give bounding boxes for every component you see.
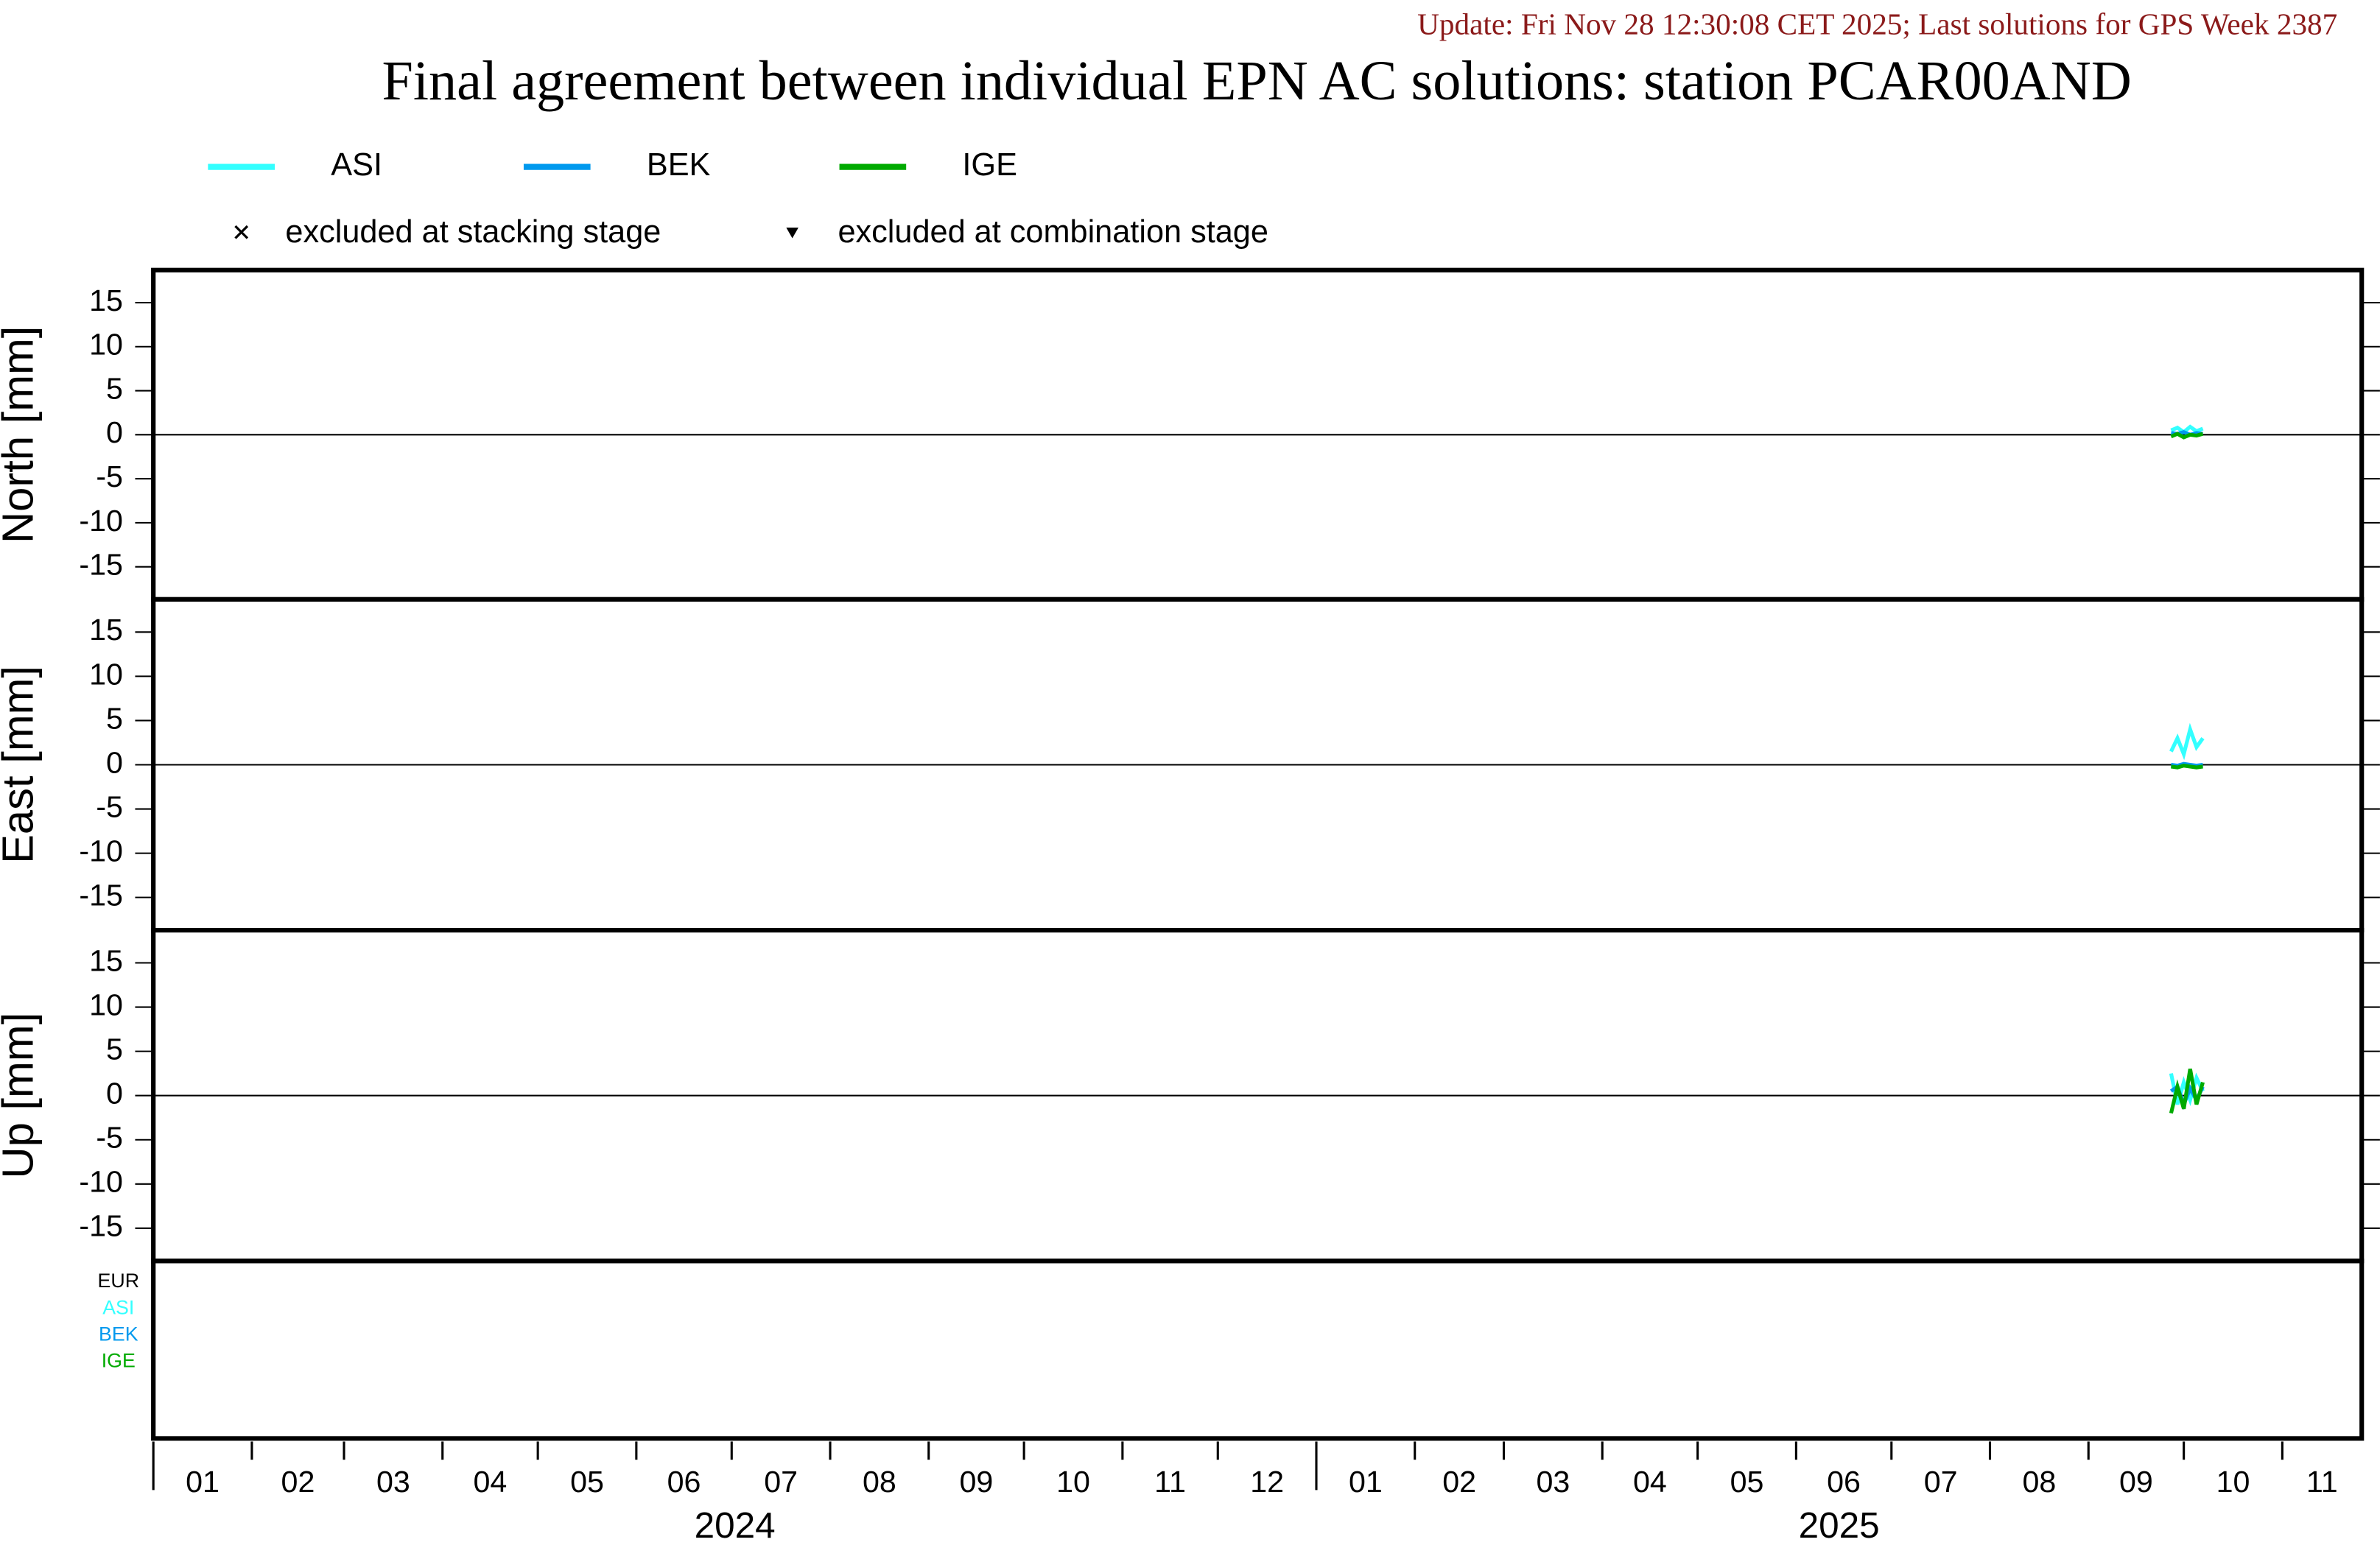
y-tick-label: 0 [106,415,123,449]
legend-label: IGE [962,147,1017,183]
solution-label: EUR [98,1270,140,1292]
y-tick-label: 0 [106,745,123,779]
update-note: Update: Fri Nov 28 12:30:08 CET 2025; La… [1417,7,2337,41]
x-tick-label: 04 [1633,1465,1667,1499]
x-tick-label: 08 [863,1465,896,1499]
y-tick-label: -5 [96,789,123,823]
x-tick-label: 11 [2306,1465,2338,1499]
x-tick-label: 05 [1730,1465,1764,1499]
y-tick-label: -5 [96,1121,123,1155]
solution-label: BEK [99,1323,138,1345]
y-tick-label: 15 [89,613,123,647]
y-axis-label: East [mm] [0,666,43,864]
y-tick-label: 15 [89,943,123,977]
x-tick-label: 07 [1924,1465,1958,1499]
y-tick-label: 15 [89,284,123,317]
x-tick-label: 01 [1349,1465,1383,1499]
y-tick-label: -15 [79,548,123,582]
y-tick-label: -10 [79,504,123,538]
y-tick-label: -15 [79,1209,123,1243]
x-tick-label: 11 [1154,1465,1186,1499]
x-tick-label: 09 [960,1465,994,1499]
solution-label: IGE [102,1349,136,1371]
series-line [2170,424,2204,434]
y-tick-label: 5 [106,701,123,735]
x-tick-label: 01 [186,1465,220,1499]
x-tick-label: 02 [281,1465,315,1499]
legend-note: excluded at stacking stage [285,214,661,250]
x-tick-label: 07 [764,1465,798,1499]
year-label: 2024 [695,1505,776,1545]
year-label: 2025 [1799,1505,1880,1545]
x-tick-label: 02 [1442,1465,1476,1499]
y-tick-label: 10 [89,988,123,1021]
legend-note: excluded at combination stage [838,214,1268,250]
x-tick-label: 10 [2216,1465,2250,1499]
y-tick-label: 10 [89,657,123,691]
y-tick-label: -10 [79,1165,123,1199]
legend-label: ASI [331,147,382,183]
x-tick-label: 10 [1056,1465,1090,1499]
series-line [2169,722,2205,761]
y-tick-label: -15 [79,879,123,912]
x-tick-label: 03 [1536,1465,1570,1499]
y-axis-label: North [mm] [0,326,43,543]
series-line [2170,432,2204,440]
chart-title: Final agreement between individual EPN A… [382,50,2131,112]
legend-label: BEK [647,147,711,183]
x-tick-label: 08 [2022,1465,2056,1499]
combination-marker [786,228,798,239]
solution-label: ASI [102,1296,134,1318]
y-tick-label: -5 [96,460,123,493]
x-tick-label: 09 [2119,1465,2153,1499]
stacking-marker [234,225,249,239]
y-tick-label: 5 [106,1032,123,1066]
y-tick-label: -10 [79,834,123,867]
y-tick-label: 5 [106,371,123,405]
x-tick-label: 03 [376,1465,410,1499]
y-tick-label: 0 [106,1077,123,1111]
series-line [2169,1069,2205,1114]
x-tick-label: 06 [1827,1465,1861,1499]
y-tick-label: 10 [89,328,123,362]
x-tick-label: 06 [667,1465,701,1499]
series-line [2171,764,2203,770]
x-tick-label: 12 [1250,1465,1284,1499]
x-tick-label: 05 [570,1465,604,1499]
y-axis-label: Up [mm] [0,1013,43,1179]
x-tick-label: 04 [474,1465,508,1499]
panel-frame [151,1259,2365,1441]
